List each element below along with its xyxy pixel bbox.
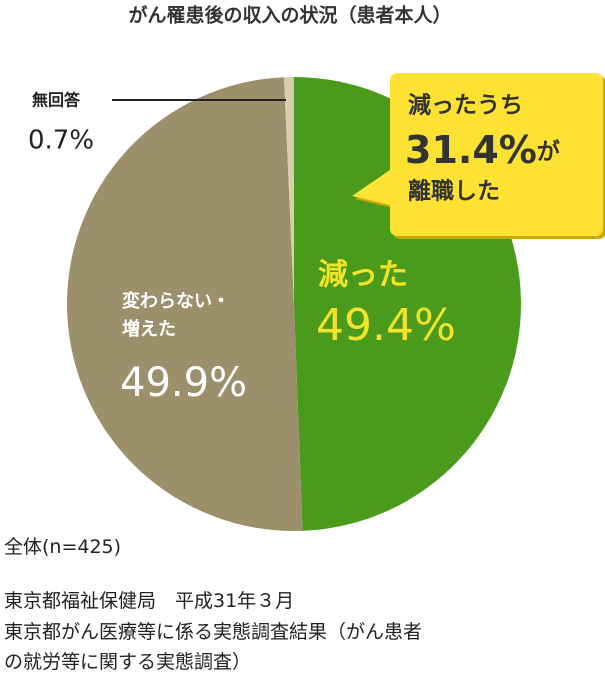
sample-note: 全体(n=425) <box>4 536 122 558</box>
callout-text: 減ったうち <box>408 93 523 119</box>
pie-slice <box>67 77 303 531</box>
callout-text: が <box>537 138 560 165</box>
value-label: 49.4% <box>316 300 456 351</box>
callout-value: 31.4% <box>405 128 537 172</box>
callout-text: 離職した <box>408 178 500 205</box>
chart-title: がん罹患後の収入の状況（患者本人） <box>128 4 451 27</box>
value-label: 49.9% <box>120 360 247 406</box>
value-label: 0.7% <box>28 126 94 156</box>
pie-slice <box>284 77 294 304</box>
slice-label: 無回答 <box>32 91 81 110</box>
slice-label: 減った <box>318 258 408 293</box>
source-line: 東京都福祉保健局 平成31年３月 <box>4 590 295 612</box>
callout-text: 31.4%が <box>405 128 560 172</box>
callout <box>352 73 603 236</box>
slice-label: 変わらない・増えた <box>122 291 230 340</box>
source-line: 東京都がん医療等に係る実態調査結果（がん患者 <box>4 621 423 643</box>
source-line: の就労等に関する実態調査） <box>4 651 252 673</box>
